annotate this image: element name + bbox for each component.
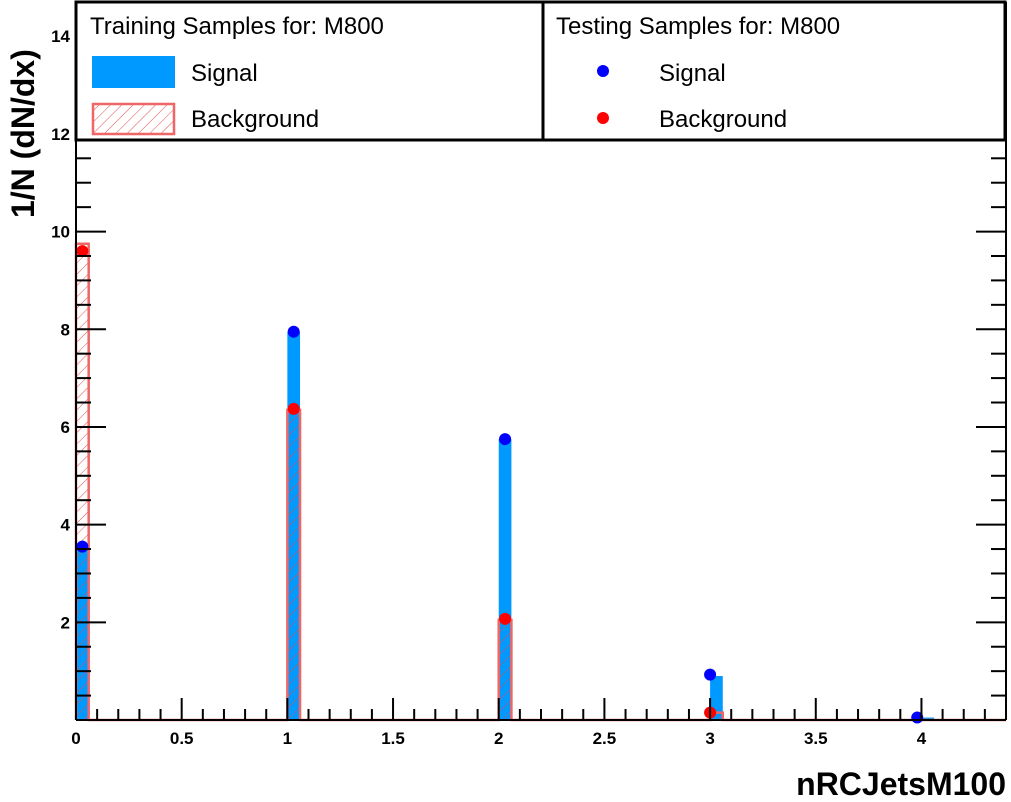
x-axis-title: nRCJetsM100: [796, 766, 1006, 802]
background-test-point: [287, 402, 300, 415]
background-test-point: [499, 612, 512, 625]
background-bar-hatch: [498, 619, 512, 720]
histogram-bars: [74, 242, 1006, 722]
legend-testing-signal-label: Signal: [659, 60, 726, 87]
x-tick-label: 0: [71, 729, 80, 748]
signal-test-point: [499, 433, 512, 446]
x-tick-label: 0.5: [170, 729, 194, 748]
legend-background-marker: [597, 112, 609, 124]
y-tick-label: 6: [61, 418, 70, 437]
y-tick-label: 2: [61, 613, 70, 632]
legend: Training Samples for: M800 Signal Backgr…: [74, 0, 1007, 142]
y-axis-title: 1/N (dN/dx): [5, 49, 41, 218]
legend-training-background-label: Background: [191, 106, 319, 133]
background-bar-hatch: [710, 712, 723, 720]
tick-labels: 0 0.5 1 1.5 2 2.5 3 3.5 4 2 4 6 8 10 12 14: [51, 27, 927, 748]
legend-box: [74, 0, 1007, 142]
signal-test-point: [704, 668, 717, 681]
background-bar-hatch: [287, 409, 301, 720]
legend-testing-title: Testing Samples for: M800: [556, 13, 840, 40]
legend-signal-swatch: [92, 56, 175, 88]
x-tick-label: 3.5: [804, 729, 828, 748]
x-tick-label: 1.5: [381, 729, 405, 748]
legend-background-swatch: [91, 102, 176, 136]
x-tick-label: 2: [494, 729, 503, 748]
x-tick-label: 4: [917, 729, 927, 748]
legend-signal-marker: [597, 65, 609, 77]
background-outline: [74, 242, 1006, 722]
background-bar-hatch: [76, 243, 89, 720]
testing-markers: [76, 245, 924, 724]
background-test-point: [76, 245, 89, 258]
legend-training-title: Training Samples for: M800: [90, 13, 384, 40]
y-tick-label: 14: [51, 27, 70, 46]
x-tick-label: 1: [283, 729, 292, 748]
legend-testing-background-label: Background: [659, 106, 787, 133]
signal-test-point: [287, 325, 300, 338]
legend-training-signal-label: Signal: [191, 60, 258, 87]
signal-test-point: [76, 540, 89, 553]
y-tick-label: 4: [61, 516, 71, 535]
x-tick-label: 3: [705, 729, 714, 748]
y-tick-label: 10: [51, 223, 70, 242]
x-tick-label: 2.5: [593, 729, 617, 748]
y-tick-label: 8: [61, 320, 70, 339]
y-tick-label: 12: [51, 125, 70, 144]
